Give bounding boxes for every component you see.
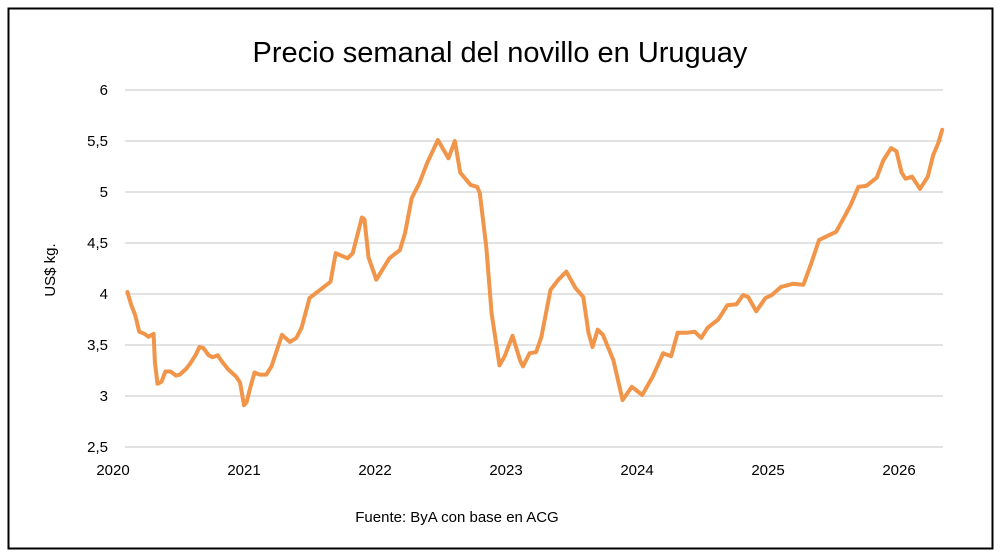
x-tick-label: 2020	[96, 462, 129, 479]
price-line	[125, 127, 945, 408]
y-tick-label: 6	[100, 82, 108, 99]
gridlines	[125, 89, 943, 448]
x-tick-label: 2023	[489, 462, 522, 479]
x-tick-label: 2025	[751, 462, 784, 479]
y-tick-label: 3	[100, 388, 108, 405]
x-tick-label: 2021	[227, 462, 260, 479]
y-tick-label: 4	[100, 286, 108, 303]
y-tick-label: 4,5	[87, 235, 108, 252]
x-tick-label: 2022	[358, 462, 391, 479]
y-tick-labels: 2,5 3 3,5 4 4,5 5 5,5 6	[87, 82, 108, 456]
y-tick-label: 5	[100, 184, 108, 201]
series-line	[125, 127, 945, 408]
chart-border	[7, 7, 994, 550]
x-tick-label: 2026	[882, 462, 915, 479]
y-axis-label: US$ kg.	[42, 243, 59, 296]
x-tick-label: 2024	[620, 462, 653, 479]
y-tick-label: 2,5	[87, 439, 108, 456]
x-tick-labels: 2020 2021 2022 2023 2024 2025 2026	[96, 462, 915, 479]
y-tick-label: 3,5	[87, 337, 108, 354]
y-tick-label: 5,5	[87, 133, 108, 150]
source-note: Fuente: ByA con base en ACG	[355, 509, 558, 526]
chart-title: Precio semanal del novillo en Uruguay	[253, 37, 748, 69]
